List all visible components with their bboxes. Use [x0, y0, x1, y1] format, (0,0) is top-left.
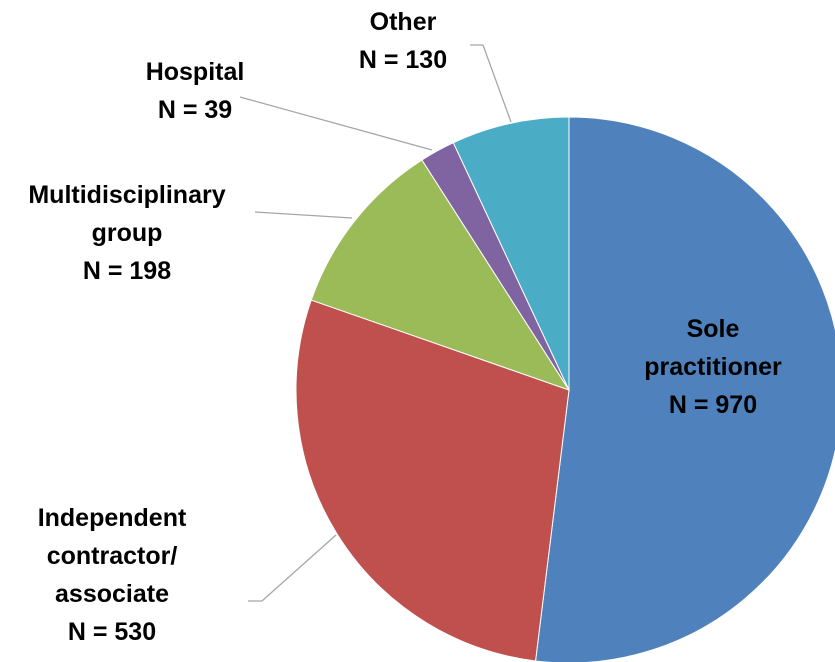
value-label: N = 970 [668, 391, 758, 419]
pie-slice [295, 299, 570, 662]
leader-line [254, 211, 353, 219]
value-label: N = 130 [358, 46, 448, 74]
leader-line [470, 44, 512, 123]
slice-label: Sole practitioner N = 970 [623, 310, 803, 424]
leader-line [239, 96, 433, 151]
category-label: Sole practitioner [644, 315, 782, 381]
slice-label: Hospital N = 39 [115, 53, 275, 129]
category-label: Other [369, 8, 437, 36]
slice-label: Other N = 130 [333, 3, 473, 79]
value-label: N = 530 [67, 618, 157, 646]
pie-slice [452, 116, 570, 391]
slice-label: Multidisciplinary group N = 198 [2, 176, 252, 290]
category-label: Multidisciplinary group [28, 181, 226, 247]
value-label: N = 39 [157, 96, 233, 124]
category-label: Hospital [145, 58, 245, 86]
leader-line [248, 534, 337, 602]
pie-slice [310, 159, 571, 391]
pie-slice [534, 116, 835, 662]
value-label: N = 198 [82, 257, 172, 285]
slice-label: Independent contractor/ associate N = 53… [12, 499, 212, 651]
category-label: Independent contractor/ associate [37, 504, 187, 608]
